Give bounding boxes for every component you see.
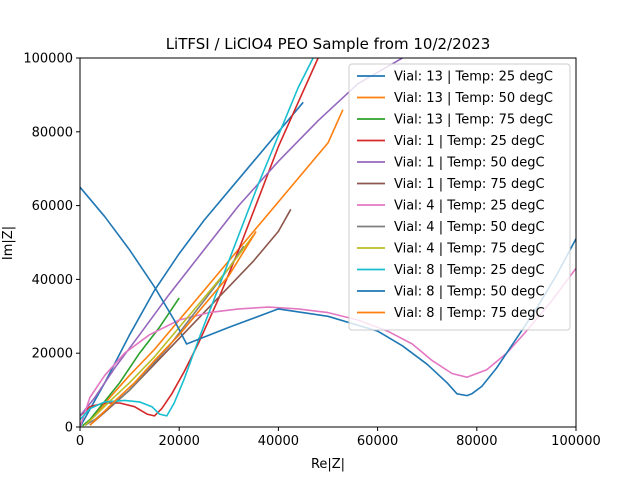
y-tick-label: 0 (65, 421, 73, 436)
series-line-11 (80, 186, 576, 397)
y-axis-label: Im|Z| (1, 226, 16, 260)
y-tick-label: 100000 (23, 52, 73, 67)
legend-entry-label: Vial: 8 | Temp: 75 degC (394, 306, 545, 321)
legend-entry-label: Vial: 1 | Temp: 25 degC (394, 134, 545, 149)
legend-entry-label: Vial: 13 | Temp: 50 degC (394, 91, 553, 106)
legend-entry-label: Vial: 4 | Temp: 25 degC (394, 199, 545, 214)
series-line-7 (80, 267, 576, 427)
y-axis: 0 20000 40000 60000 80000 100000 (23, 52, 80, 436)
x-tick-label: 40000 (258, 434, 299, 449)
legend-entry-label: Vial: 1 | Temp: 75 degC (394, 177, 545, 192)
series-line-10 (80, 58, 314, 421)
series-line-12 (89, 230, 257, 426)
x-tick-label: 80000 (456, 434, 497, 449)
legend-entry-label: Vial: 4 | Temp: 75 degC (394, 242, 545, 257)
chart-title: LiTFSI / LiClO4 PEO Sample from 10/2/202… (166, 35, 491, 53)
series-layer (80, 58, 576, 427)
legend-box (348, 63, 571, 331)
x-axis: 0 20000 40000 60000 80000 100000 (76, 427, 601, 449)
x-axis-label: Re|Z| (311, 457, 345, 472)
y-tick-label: 80000 (32, 125, 73, 140)
legend-entry-label: Vial: 4 | Temp: 50 degC (394, 220, 545, 235)
x-tick-label: 0 (76, 434, 84, 449)
legend-entry-label: Vial: 13 | Temp: 75 degC (394, 113, 553, 128)
series-line-1 (80, 101, 304, 427)
legend-entry-label: Vial: 13 | Temp: 25 degC (394, 70, 553, 85)
x-tick-label: 60000 (357, 434, 398, 449)
x-tick-label: 20000 (159, 434, 200, 449)
series-line-9 (84, 234, 255, 426)
y-tick-label: 20000 (32, 347, 73, 362)
y-tick-label: 40000 (32, 273, 73, 288)
legend-entry-label: Vial: 8 | Temp: 25 degC (394, 263, 545, 278)
legend: Vial: 13 | Temp: 25 degC Vial: 13 | Temp:… (348, 63, 571, 331)
legend-entry-label: Vial: 8 | Temp: 50 degC (394, 285, 545, 300)
legend-entry-label: Vial: 1 | Temp: 50 degC (394, 156, 545, 171)
x-tick-label: 100000 (551, 434, 601, 449)
y-tick-label: 60000 (32, 199, 73, 214)
series-line-5 (80, 58, 403, 417)
plot-frame (79, 57, 577, 428)
series-line-2 (84, 109, 344, 426)
